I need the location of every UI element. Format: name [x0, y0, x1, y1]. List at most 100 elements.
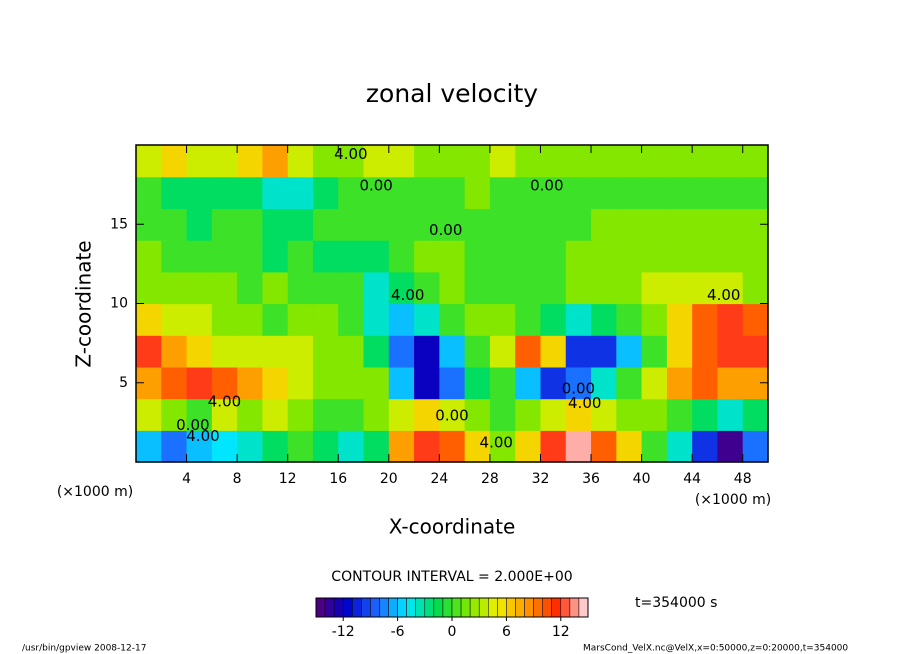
colorbar-box — [460, 597, 471, 618]
heatmap-cell — [641, 335, 668, 368]
heatmap-cell — [489, 430, 516, 463]
colorbar-box — [433, 597, 444, 618]
heatmap-cell — [363, 145, 390, 178]
x-tick-label: 8 — [233, 471, 242, 487]
heatmap-cell — [363, 208, 390, 241]
heatmap-cell — [489, 208, 516, 241]
heatmap-cell — [262, 398, 289, 431]
heatmap-cell — [388, 240, 415, 273]
heatmap-cell — [211, 398, 238, 431]
contour-label: 0.00 — [435, 407, 468, 425]
heatmap-cell — [312, 145, 339, 178]
heatmap-cell — [312, 240, 339, 273]
heatmap-cell — [540, 303, 567, 336]
x-tick-label: 24 — [430, 471, 448, 487]
heatmap-cell — [161, 430, 188, 463]
colorbar-box — [315, 597, 326, 618]
heatmap-cell — [136, 240, 162, 273]
heatmap-cell — [161, 240, 188, 273]
heatmap-cell — [692, 240, 719, 273]
heatmap-cell — [439, 208, 466, 241]
colorbar-box — [515, 597, 525, 618]
x-tick-label: 16 — [329, 471, 347, 487]
contour-label: 4.00 — [707, 286, 740, 304]
heatmap-cell — [338, 398, 365, 431]
heatmap-cell — [262, 335, 289, 368]
heatmap-cell — [136, 145, 162, 178]
heatmap-cell — [591, 398, 617, 431]
heatmap-cell — [262, 176, 289, 209]
heatmap-cell — [262, 366, 289, 400]
heatmap-cell — [692, 303, 719, 336]
contour-label: 4.00 — [480, 433, 513, 451]
heatmap-cell — [237, 430, 263, 463]
heatmap-cell — [641, 398, 668, 431]
heatmap-cell — [338, 208, 365, 241]
heatmap-cell — [717, 176, 744, 209]
heatmap-cell — [211, 303, 238, 336]
colorbar-tick-label: 6 — [502, 624, 511, 640]
colorbar-tick-label: -12 — [332, 624, 355, 640]
colorbar-box — [533, 597, 543, 618]
heatmap-cell — [540, 398, 567, 431]
heatmap-cell — [565, 145, 592, 178]
heatmap-cell — [666, 145, 693, 178]
heatmap-cell — [388, 176, 415, 209]
heatmap-cell — [414, 176, 440, 209]
heatmap-cell — [363, 430, 390, 463]
heatmap-cell — [616, 145, 643, 178]
heatmap-cell — [338, 240, 365, 273]
heatmap-cell — [363, 366, 390, 400]
heatmap-cell — [591, 366, 617, 400]
heatmap-cell — [161, 145, 188, 178]
heatmap-cell — [262, 303, 289, 336]
heatmap-cell — [717, 208, 744, 241]
heatmap-cell — [262, 208, 289, 241]
heatmap-cell — [211, 208, 238, 241]
heatmap-cell — [161, 335, 188, 368]
heatmap-cell — [439, 176, 466, 209]
heatmap-cell — [616, 303, 643, 336]
heatmap-cell — [717, 145, 744, 178]
contour-label: 0.00 — [176, 416, 209, 434]
heatmap-cell — [616, 335, 643, 368]
heatmap-cell — [338, 176, 365, 209]
heatmap-cell — [211, 430, 238, 463]
heatmap-cell — [211, 145, 238, 178]
heatmap-cell — [312, 303, 339, 336]
heatmap-cell — [717, 335, 744, 368]
heatmap-cell — [464, 271, 491, 305]
heatmap-cell — [540, 366, 567, 400]
heatmap-cell — [565, 240, 592, 273]
heatmap-cell — [211, 176, 238, 209]
heatmap-cell — [540, 271, 567, 305]
heatmap-cell — [692, 208, 719, 241]
heatmap-cell — [666, 303, 693, 336]
colorbar-box — [524, 597, 534, 618]
heatmap-cell — [414, 430, 440, 463]
heatmap-cell — [540, 430, 567, 463]
y-tick-label: 5 — [119, 375, 128, 391]
x-tick-label: 28 — [481, 471, 499, 487]
heatmap-cell — [489, 366, 516, 400]
heatmap-cell — [464, 430, 491, 463]
heatmap-cell — [616, 208, 643, 241]
heatmap-cell — [515, 366, 542, 400]
heatmap-cell — [489, 271, 516, 305]
heatmap-cell — [742, 145, 769, 178]
heatmap-cell — [464, 398, 491, 431]
heatmap-cell — [717, 271, 744, 305]
heatmap-cell — [489, 335, 516, 368]
heatmap-cell — [666, 208, 693, 241]
heatmap-cell — [742, 176, 769, 209]
heatmap-cell — [414, 208, 440, 241]
heatmap-cell — [211, 366, 238, 400]
heatmap-cell — [692, 271, 719, 305]
heatmap-cell — [717, 430, 744, 463]
heatmap-cell — [692, 176, 719, 209]
contour-label: 4.00 — [186, 427, 219, 445]
heatmap-cell — [616, 240, 643, 273]
heatmap-cell — [262, 430, 289, 463]
heatmap-cell — [136, 271, 162, 305]
heatmap-cell — [287, 335, 314, 368]
